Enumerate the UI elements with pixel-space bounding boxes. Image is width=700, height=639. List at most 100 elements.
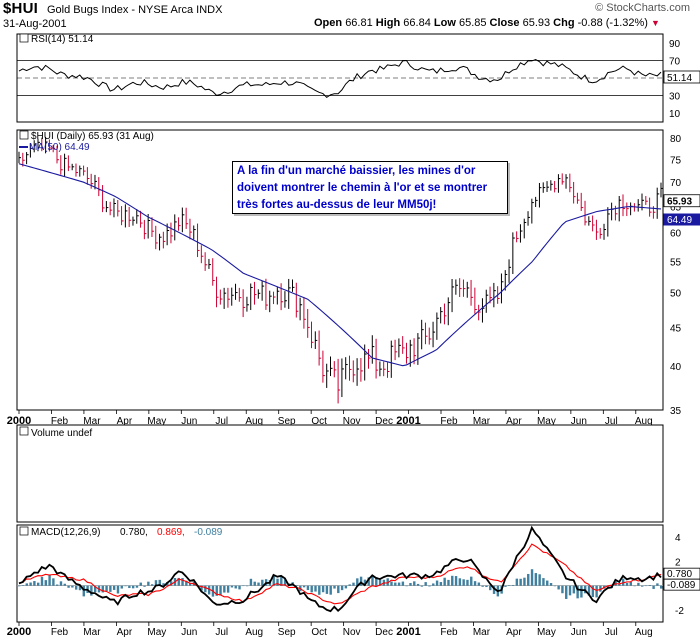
price-x-tick-label: Jul [605, 416, 618, 427]
price-x-tick-label: Jun [571, 416, 587, 427]
macd-histogram-bar [538, 574, 541, 586]
macd-histogram-bar [207, 585, 211, 595]
macd-histogram-bar [489, 585, 492, 591]
macd-histogram-bar [143, 585, 146, 587]
price-x-tick-label: Jul [215, 416, 228, 427]
macd-histogram-bar [443, 577, 446, 586]
hist-last-value-label: -0.089 [667, 580, 696, 591]
macd-histogram-bar [169, 581, 173, 586]
macd-histogram-bar [492, 585, 496, 594]
macd-histogram-bar [306, 585, 310, 591]
price-tick-label: 70 [670, 178, 682, 189]
macd-histogram-bar [348, 584, 351, 586]
macd-histogram-bar [378, 579, 382, 586]
price-x-tick-label: Jun [181, 416, 197, 427]
macd-histogram-bar [481, 585, 484, 587]
macd-histogram-bar [261, 579, 264, 586]
macd-histogram-bar [154, 580, 158, 586]
macd-x-tick-label: May [537, 627, 556, 638]
price-x-tick-label: Feb [51, 416, 69, 427]
macd-histogram-bar [508, 585, 511, 586]
macd-histogram-bar [371, 575, 374, 586]
rsi-tick-label: 90 [669, 39, 681, 50]
macd-histogram-bar [200, 585, 203, 591]
price-tick-label: 45 [670, 323, 682, 334]
hist-last-value-box [663, 578, 700, 591]
macd-histogram-bar [397, 582, 401, 586]
macd-histogram-bar [272, 575, 275, 586]
macd-histogram-bar [401, 581, 405, 586]
macd-histogram-bar [511, 584, 515, 586]
macd-histogram-bar [572, 585, 576, 594]
brand-link[interactable]: © StockCharts.com [595, 2, 690, 14]
macd-histogram-bar [394, 582, 397, 586]
macd-histogram-bar [466, 579, 469, 586]
macd-histogram-bar [124, 585, 127, 587]
macd-histogram-bar [63, 583, 66, 586]
macd-x-tick-label: Sep [278, 627, 296, 638]
macd-histogram-bar [310, 585, 313, 593]
macd-x-tick-label: Jun [181, 627, 197, 638]
macd-histogram-bar [101, 585, 104, 593]
ma-last-value-label: 64.49 [667, 215, 692, 226]
annotation-line: A la fin d'un marché baissier, les mines… [237, 165, 476, 177]
close-label: Close [489, 17, 520, 29]
macd-x-tick-label: 2001 [396, 626, 420, 638]
annotation-line: très fortes au-dessus de leur MM50j! [237, 199, 437, 211]
macd-histogram-bar [162, 583, 165, 586]
price-x-tick-label: Nov [343, 416, 361, 427]
price-tick-label: 65 [670, 202, 682, 213]
macd-histogram-bar [470, 576, 473, 586]
macd-histogram-bar [71, 585, 74, 588]
macd-histogram-bar [109, 585, 112, 592]
price-x-tick-label: Aug [635, 416, 653, 427]
macd-histogram-bar [439, 582, 443, 586]
macd-x-tick-label: 2000 [7, 626, 31, 638]
macd-histogram-bar [633, 585, 636, 587]
macd-histogram-bar [283, 579, 287, 586]
high-value: 66.84 [403, 17, 431, 29]
macd-histogram-bar [55, 584, 59, 586]
macd-histogram-bar [295, 585, 298, 586]
macd-histogram-bar [340, 585, 344, 591]
macd-histogram-bar [375, 577, 378, 586]
macd-histogram-bar [44, 580, 47, 586]
macd-x-tick-label: Aug [245, 627, 263, 638]
close-value: 65.93 [522, 17, 551, 29]
macd-histogram-bar [416, 583, 420, 586]
macd-histogram-bar [618, 583, 621, 586]
chg-label: Chg [553, 17, 575, 29]
price-tick-label: 35 [670, 406, 682, 417]
macd-histogram-bar [318, 585, 321, 595]
macd-histogram-bar [245, 585, 249, 587]
macd-histogram-bar [458, 578, 462, 586]
annotation-line: doivent montrer le chemin à l'or et se m… [237, 182, 488, 194]
price-tick-label: 40 [670, 362, 682, 373]
macd-histogram-bar [527, 573, 530, 586]
price-x-tick-label: 2001 [396, 415, 420, 427]
macd-histogram-bar [542, 578, 545, 586]
rsi-title: RSI(14) 51.14 [31, 34, 94, 45]
macd-histogram-bar [553, 585, 557, 587]
macd-histogram-bar [576, 585, 579, 599]
macd-histogram-bar [386, 578, 389, 586]
macd-x-tick-label: Jun [571, 627, 587, 638]
macd-histogram-bar [352, 582, 355, 586]
macd-histogram-bar [451, 575, 454, 586]
price-x-tick-label: Apr [506, 416, 522, 427]
macd-panel-frame [16, 524, 664, 623]
chg-down-icon: ▼ [651, 18, 660, 28]
ohlc-readout: Open 66.81 High 66.84 Low 65.85 Close 65… [314, 17, 660, 29]
macd-histogram-bar [549, 583, 553, 586]
macd-histogram-bar [253, 581, 256, 586]
symbol: $HUI [3, 0, 38, 17]
macd-histogram-bar [534, 573, 538, 586]
macd-tick-label: 4 [675, 533, 681, 544]
macd-histogram-bar [78, 585, 82, 591]
macd-x-tick-label: Dec [375, 627, 393, 638]
macd-histogram-bar [390, 581, 393, 586]
macd-histogram-bar [215, 585, 218, 596]
macd-histogram-bar [321, 585, 325, 593]
price-x-tick-label: Apr [117, 416, 133, 427]
